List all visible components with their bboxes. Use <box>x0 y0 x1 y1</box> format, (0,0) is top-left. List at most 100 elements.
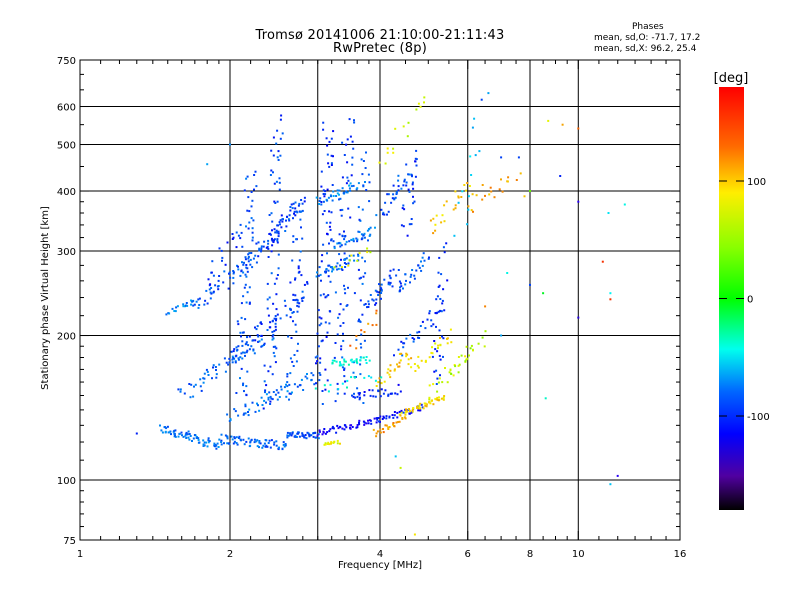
data-point <box>356 426 359 429</box>
data-point <box>355 376 357 378</box>
data-point <box>215 447 218 450</box>
grid-lines <box>80 60 680 540</box>
data-point <box>339 361 341 364</box>
data-point <box>245 225 247 228</box>
data-point <box>275 180 278 183</box>
data-point <box>355 361 358 363</box>
y-tick-label: 100 <box>57 476 76 487</box>
data-point <box>334 291 337 294</box>
data-point <box>372 299 375 302</box>
data-point <box>245 264 248 266</box>
data-point <box>260 247 263 250</box>
data-point <box>177 388 180 391</box>
data-point <box>242 351 244 354</box>
data-point <box>345 305 348 307</box>
data-point <box>315 436 318 439</box>
data-point <box>324 321 327 324</box>
data-point <box>184 434 187 437</box>
data-point <box>294 294 297 297</box>
data-point <box>320 203 323 206</box>
data-point <box>353 259 356 262</box>
data-point <box>192 395 195 398</box>
data-point <box>186 433 189 436</box>
data-point <box>322 121 325 124</box>
data-point <box>226 435 229 438</box>
data-point <box>358 398 361 401</box>
data-point <box>298 259 301 262</box>
data-point <box>324 432 327 435</box>
data-point <box>178 432 181 435</box>
data-point <box>312 435 315 438</box>
data-point <box>358 393 361 396</box>
data-point <box>333 266 336 269</box>
data-point <box>293 212 295 215</box>
data-point <box>291 432 294 435</box>
data-point <box>333 356 336 359</box>
data-point <box>203 377 206 380</box>
data-point <box>324 388 327 391</box>
data-point <box>352 240 355 243</box>
data-point <box>242 438 245 441</box>
data-point <box>175 306 178 309</box>
data-point <box>341 141 344 144</box>
data-point <box>365 356 368 358</box>
data-point <box>393 369 396 372</box>
data-point <box>523 195 526 198</box>
data-point <box>330 211 333 214</box>
data-point <box>327 264 330 267</box>
data-point <box>273 330 276 333</box>
data-point <box>384 424 387 427</box>
data-point <box>164 430 167 433</box>
data-point <box>218 438 221 441</box>
data-point <box>360 276 362 279</box>
data-point <box>267 239 270 242</box>
data-point <box>333 247 336 250</box>
data-point <box>280 385 283 388</box>
data-point <box>395 421 398 424</box>
data-point <box>294 207 297 210</box>
data-point <box>182 435 185 438</box>
data-point <box>365 422 368 425</box>
data-point <box>434 223 437 226</box>
data-point <box>438 396 440 399</box>
data-point <box>277 159 280 161</box>
data-point <box>367 173 370 176</box>
data-point <box>331 359 334 362</box>
data-point <box>391 414 394 416</box>
data-point <box>339 303 342 306</box>
data-point <box>284 230 287 232</box>
data-point <box>319 273 322 276</box>
data-point <box>268 391 271 394</box>
data-point <box>238 435 241 438</box>
data-point <box>266 445 269 448</box>
data-point <box>323 384 326 387</box>
data-point <box>383 380 386 383</box>
data-point <box>312 374 315 377</box>
data-point <box>166 425 169 428</box>
data-point <box>291 207 294 210</box>
data-point <box>461 190 464 193</box>
data-point <box>380 289 383 292</box>
data-point <box>440 273 443 276</box>
data-point <box>417 355 420 358</box>
data-point <box>322 193 325 195</box>
data-point <box>440 310 443 313</box>
data-point <box>210 271 213 274</box>
data-point <box>463 184 466 186</box>
data-point <box>411 183 414 186</box>
data-point <box>343 428 346 431</box>
data-point <box>215 444 218 447</box>
data-point <box>402 287 404 290</box>
data-point <box>402 204 405 207</box>
data-point <box>401 207 404 210</box>
data-point <box>313 383 316 386</box>
data-point <box>331 199 334 202</box>
data-point <box>287 218 290 221</box>
data-point <box>244 412 247 415</box>
data-point <box>403 416 406 419</box>
data-point <box>443 395 446 397</box>
data-point <box>193 385 195 388</box>
data-point <box>399 359 402 362</box>
data-point <box>360 233 363 236</box>
data-point <box>407 358 410 361</box>
